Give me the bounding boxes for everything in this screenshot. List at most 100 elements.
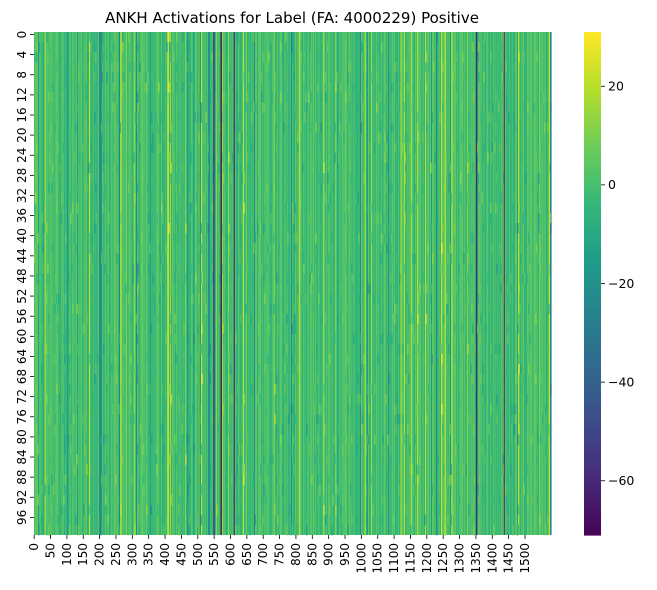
- heatmap-cell: [284, 363, 286, 375]
- heatmap-cell: [119, 122, 121, 133]
- heatmap-cell: [190, 414, 192, 425]
- heatmap-column: [224, 32, 226, 535]
- heatmap-cell: [376, 454, 378, 465]
- heatmap-column: [370, 32, 372, 535]
- heatmap-cell: [521, 384, 523, 395]
- heatmap-cell: [277, 514, 279, 526]
- heatmap-cell: [522, 374, 524, 385]
- heatmap-cell: [425, 52, 427, 63]
- heatmap-cell: [85, 182, 87, 194]
- colorbar-tick-label: −40: [608, 375, 634, 390]
- heatmap-column: [547, 32, 549, 535]
- heatmap-cell: [49, 192, 51, 204]
- heatmap-cell: [277, 323, 279, 335]
- heatmap-cell: [156, 233, 158, 244]
- heatmap-column: [549, 32, 551, 535]
- heatmap-cell: [408, 132, 410, 143]
- heatmap-cell: [355, 132, 357, 143]
- heatmap-column: [331, 32, 333, 535]
- heatmap-cell: [365, 484, 367, 496]
- heatmap-cell: [301, 203, 303, 214]
- heatmap-cell: [70, 424, 72, 435]
- heatmap-cell: [88, 233, 90, 244]
- heatmap-cell: [83, 122, 85, 133]
- colorbar-segment: [584, 303, 601, 310]
- heatmap-cell: [386, 182, 388, 194]
- heatmap-cell: [150, 192, 152, 204]
- heatmap-cell: [70, 414, 72, 425]
- heatmap-cell: [275, 283, 277, 294]
- heatmap-cell: [240, 313, 242, 325]
- heatmap-cell: [131, 474, 133, 485]
- heatmap-cell: [521, 152, 523, 164]
- heatmap-cell: [274, 504, 276, 516]
- heatmap-cell: [157, 313, 159, 325]
- heatmap-cell: [70, 213, 72, 224]
- heatmap-cell: [46, 474, 48, 485]
- heatmap-column: [404, 32, 406, 535]
- heatmap-cell: [415, 142, 417, 154]
- heatmap-cell: [214, 313, 216, 325]
- heatmap-cell: [542, 414, 544, 425]
- heatmap-cell: [545, 92, 547, 103]
- heatmap-cell: [325, 514, 327, 526]
- heatmap-cell: [421, 343, 423, 355]
- heatmap-cell: [449, 162, 451, 174]
- heatmap-cell: [440, 343, 442, 355]
- heatmap-cell: [351, 444, 353, 455]
- heatmap-cell: [287, 52, 289, 63]
- heatmap-cell: [393, 203, 395, 214]
- heatmap-cell: [350, 62, 352, 73]
- colorbar-segment: [584, 213, 601, 219]
- heatmap-column: [495, 32, 497, 535]
- heatmap-column: [521, 32, 523, 535]
- heatmap-column: [135, 32, 137, 535]
- heatmap-cell: [501, 62, 503, 73]
- heatmap-column: [501, 32, 503, 535]
- heatmap-cell: [348, 62, 350, 73]
- heatmap-cell: [349, 102, 351, 113]
- heatmap-cell: [263, 223, 265, 234]
- x-tick-label: 1250: [436, 543, 450, 574]
- heatmap-cell: [179, 484, 181, 496]
- heatmap-cell: [229, 72, 231, 83]
- heatmap-cell: [457, 142, 459, 154]
- heatmap-cell: [396, 253, 398, 264]
- heatmap-cell: [212, 273, 214, 284]
- heatmap-cell: [347, 353, 349, 365]
- heatmap-column: [89, 32, 91, 535]
- heatmap-cell: [136, 92, 138, 103]
- heatmap-cell: [423, 353, 425, 365]
- heatmap-cell: [205, 303, 207, 314]
- heatmap-cell: [61, 454, 63, 465]
- heatmap-cell: [53, 353, 55, 365]
- heatmap-cell: [106, 384, 108, 395]
- heatmap-cell: [49, 514, 51, 526]
- heatmap-cell: [57, 303, 59, 314]
- heatmap-cell: [424, 514, 426, 526]
- heatmap-cell: [84, 414, 86, 425]
- heatmap-cell: [391, 233, 393, 244]
- heatmap-column: [530, 32, 532, 535]
- heatmap-cell: [546, 414, 548, 425]
- heatmap-cell: [535, 313, 537, 325]
- heatmap-cell: [182, 32, 184, 43]
- heatmap-cell: [49, 152, 51, 164]
- heatmap-cell: [287, 233, 289, 244]
- heatmap-cell: [326, 454, 328, 465]
- heatmap-cell: [232, 82, 234, 93]
- heatmap-cell: [255, 223, 257, 234]
- heatmap-column: [227, 32, 229, 535]
- heatmap-cell: [389, 444, 391, 455]
- heatmap-cell: [62, 92, 64, 103]
- heatmap-cell: [294, 102, 296, 113]
- heatmap-cell: [292, 374, 294, 385]
- heatmap-cell: [209, 374, 211, 385]
- heatmap-cell: [225, 293, 227, 304]
- heatmap-cell: [185, 82, 187, 93]
- heatmap-cell: [457, 122, 459, 133]
- heatmap-cell: [203, 132, 205, 143]
- y-tick-label: 12: [15, 87, 29, 102]
- heatmap-cell: [347, 524, 349, 536]
- heatmap-cell: [262, 42, 264, 53]
